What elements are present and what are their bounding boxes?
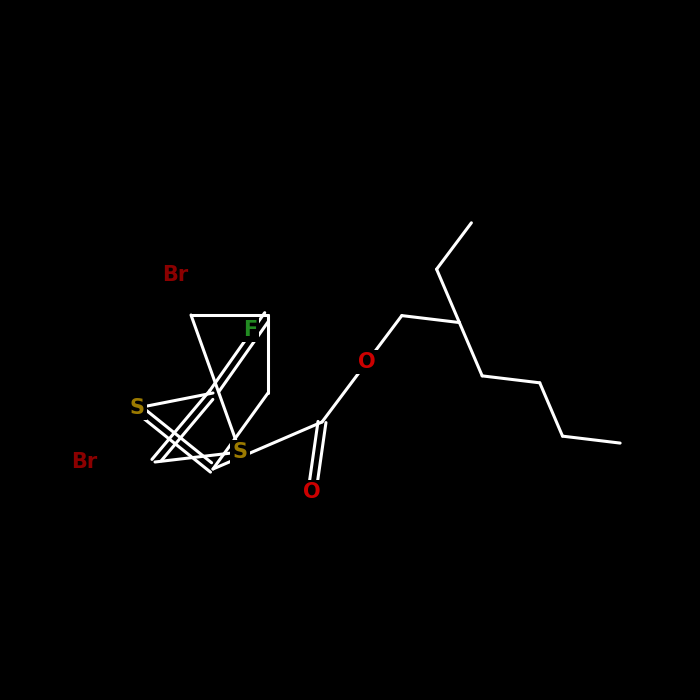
Text: Br: Br bbox=[71, 452, 97, 472]
Text: O: O bbox=[358, 352, 376, 372]
Text: Br: Br bbox=[162, 265, 188, 285]
Text: O: O bbox=[303, 482, 321, 502]
Text: S: S bbox=[232, 442, 248, 462]
Text: F: F bbox=[243, 320, 257, 340]
Text: S: S bbox=[130, 398, 144, 418]
